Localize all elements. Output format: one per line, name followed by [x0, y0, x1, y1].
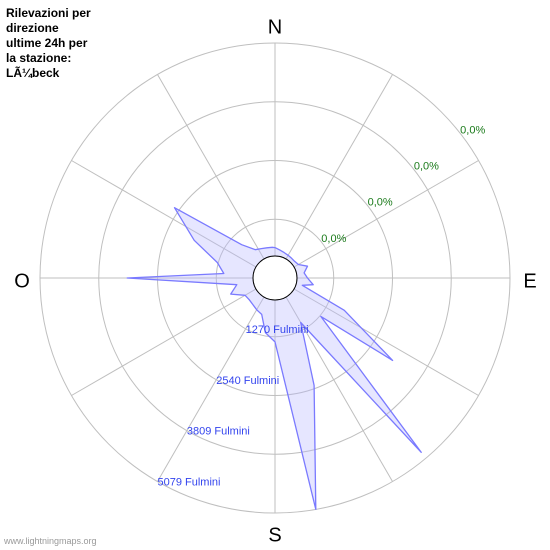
ring-pct-label: 0,0%: [321, 233, 346, 245]
ring-fulmini-label: 3809 Fulmini: [187, 426, 250, 438]
ring-fulmini-label: 5079 Fulmini: [158, 477, 221, 489]
ring-pct-label: 0,0%: [414, 160, 439, 172]
ring-fulmini-label: 2540 Fulmini: [216, 375, 279, 387]
polar-chart: 0,0% 0,0% 0,0% 0,0% 1270 Fulmini 2540 Fulmini…: [0, 0, 550, 550]
cardinal-E: E: [523, 270, 536, 292]
ring-pct-label: 0,0%: [460, 124, 485, 136]
cardinal-O: O: [14, 270, 30, 292]
attribution-text: www.lightningmaps.org: [4, 536, 97, 546]
ring-pct-label: 0,0%: [368, 197, 393, 209]
ring-fulmini-label: 1270 Fulmini: [246, 324, 309, 336]
cardinal-N: N: [268, 16, 282, 38]
cardinal-S: S: [268, 524, 281, 546]
